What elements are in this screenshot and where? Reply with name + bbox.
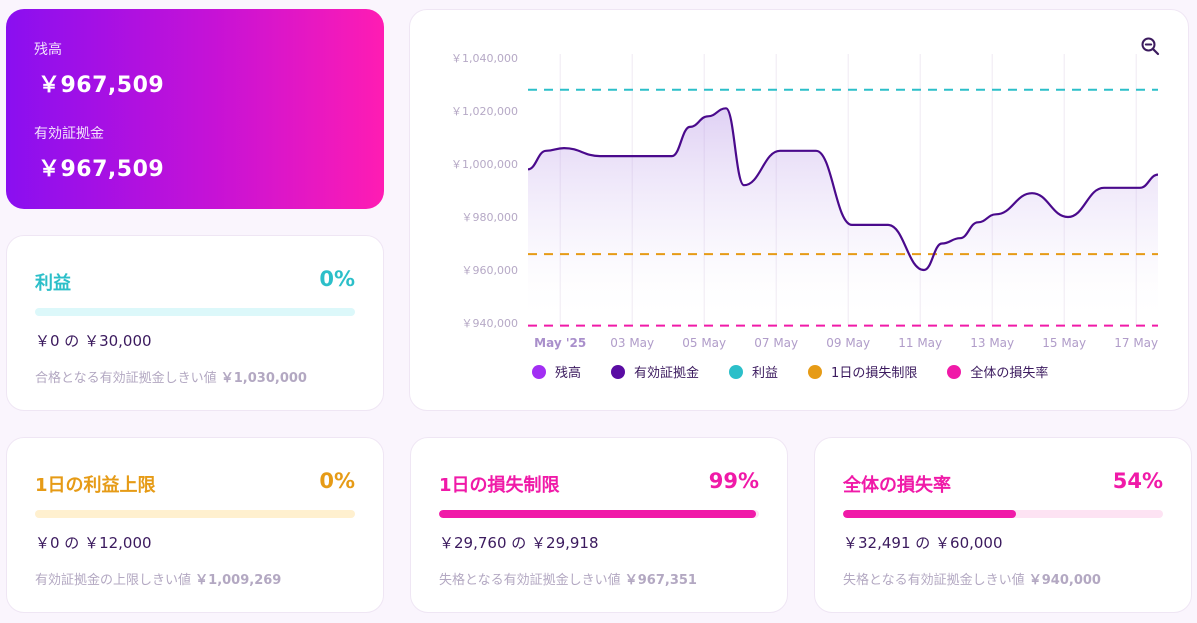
x-tick-label: 09 May xyxy=(826,336,870,350)
x-tick-label: 11 May xyxy=(898,336,942,350)
daily-loss-card: 1日の損失制限 99% ￥29,760 の ￥29,918 失格となる有効証拠金… xyxy=(410,437,788,613)
balance-summary-card: 残高 ￥967,509 有効証拠金 ￥967,509 xyxy=(6,9,384,209)
legend-label: 1日の損失制限 xyxy=(831,366,918,381)
x-tick-label: 13 May xyxy=(970,336,1014,350)
legend-marker xyxy=(808,364,823,379)
equity-line-chart: ￥1,040,000 ￥1,020,000 ￥1,000,000 ￥980,000 ￥9… xyxy=(451,52,1159,350)
x-tick-label: 03 May xyxy=(610,336,654,350)
daily-profit-progress-bar xyxy=(35,510,355,518)
legend-label: 残高 xyxy=(555,366,582,381)
daily-loss-note-label: 失格となる有効証拠金しきい値 xyxy=(439,573,621,588)
legend-label: 有効証拠金 xyxy=(634,366,700,381)
profit-progress-bar xyxy=(35,308,355,316)
legend-marker xyxy=(947,364,962,379)
daily-loss-progress-fill xyxy=(439,510,756,518)
y-tick-label: ￥980,000 xyxy=(462,211,519,224)
chart-legend: 残高 有効証拠金 利益 1日の損失制限 全体の損失率 xyxy=(532,362,1078,381)
total-loss-percent: 54% xyxy=(1112,469,1163,493)
total-loss-progress-bar xyxy=(843,510,1163,518)
total-loss-title: 全体の損失率 xyxy=(843,475,951,496)
daily-profit-card: 1日の利益上限 0% ￥0 の ￥12,000 有効証拠金の上限しきい値 ￥1,… xyxy=(6,437,384,613)
legend-item[interactable]: 1日の損失制限 xyxy=(808,362,917,381)
daily-loss-note-value: ￥967,351 xyxy=(624,573,697,588)
x-tick-label: 07 May xyxy=(754,336,798,350)
legend-label: 利益 xyxy=(752,366,779,381)
profit-card: 利益 0% ￥0 の ￥30,000 合格となる有効証拠金しきい値 ￥1,030… xyxy=(6,235,384,411)
daily-loss-title: 1日の損失制限 xyxy=(439,475,560,496)
x-tick-label: 17 May xyxy=(1114,336,1158,350)
legend-marker xyxy=(611,364,626,379)
zoom-out-icon[interactable] xyxy=(1139,35,1161,57)
daily-profit-title: 1日の利益上限 xyxy=(35,475,156,496)
equity-label: 有効証拠金 xyxy=(34,126,104,142)
equity-value: ￥967,509 xyxy=(38,157,165,182)
legend-item[interactable]: 有効証拠金 xyxy=(611,362,699,381)
legend-marker xyxy=(729,364,744,379)
legend-item[interactable]: 全体の損失率 xyxy=(947,362,1048,381)
profit-percent: 0% xyxy=(319,267,355,291)
balance-label: 残高 xyxy=(34,42,62,58)
legend-item[interactable]: 残高 xyxy=(532,362,581,381)
daily-loss-note: 失格となる有効証拠金しきい値 ￥967,351 xyxy=(439,569,697,588)
y-tick-label: ￥1,020,000 xyxy=(451,105,518,118)
profit-amount: ￥0 の ￥30,000 xyxy=(35,332,152,350)
x-tick-label: 05 May xyxy=(682,336,726,350)
daily-profit-percent: 0% xyxy=(319,469,355,493)
daily-loss-amount: ￥29,760 の ￥29,918 xyxy=(439,534,599,552)
equity-area xyxy=(528,108,1158,323)
daily-loss-percent: 99% xyxy=(708,469,759,493)
profit-note-value: ￥1,030,000 xyxy=(220,371,307,386)
legend-item[interactable]: 利益 xyxy=(729,362,778,381)
x-tick-label: 15 May xyxy=(1042,336,1086,350)
daily-profit-note-value: ￥1,009,269 xyxy=(195,573,282,588)
profit-note: 合格となる有効証拠金しきい値 ￥1,030,000 xyxy=(35,367,307,386)
total-loss-amount: ￥32,491 の ￥60,000 xyxy=(843,534,1003,552)
daily-profit-note-label: 有効証拠金の上限しきい値 xyxy=(35,573,192,588)
profit-note-label: 合格となる有効証拠金しきい値 xyxy=(35,371,217,386)
legend-marker xyxy=(532,364,546,379)
daily-loss-progress-bar xyxy=(439,510,759,518)
total-loss-note: 失格となる有効証拠金しきい値 ￥940,000 xyxy=(843,569,1101,588)
y-tick-label: ￥960,000 xyxy=(462,264,519,277)
y-tick-label: ￥1,040,000 xyxy=(451,52,518,65)
x-tick-label: May '25 xyxy=(534,336,586,350)
total-loss-note-value: ￥940,000 xyxy=(1028,573,1101,588)
daily-profit-amount: ￥0 の ￥12,000 xyxy=(35,534,152,552)
profit-title: 利益 xyxy=(35,273,71,294)
equity-series-line xyxy=(527,107,1159,272)
total-loss-card: 全体の損失率 54% ￥32,491 の ￥60,000 失格となる有効証拠金し… xyxy=(814,437,1192,613)
daily-profit-note: 有効証拠金の上限しきい値 ￥1,009,269 xyxy=(35,569,281,588)
legend-label: 全体の損失率 xyxy=(970,366,1049,381)
equity-chart-card: ￥1,040,000 ￥1,020,000 ￥1,000,000 ￥980,000 ￥9… xyxy=(409,9,1189,411)
balance-value: ￥967,509 xyxy=(38,73,165,98)
total-loss-progress-fill xyxy=(843,510,1016,518)
y-tick-label: ￥940,000 xyxy=(462,317,519,330)
total-loss-note-label: 失格となる有効証拠金しきい値 xyxy=(843,573,1025,588)
y-tick-label: ￥1,000,000 xyxy=(451,158,518,171)
